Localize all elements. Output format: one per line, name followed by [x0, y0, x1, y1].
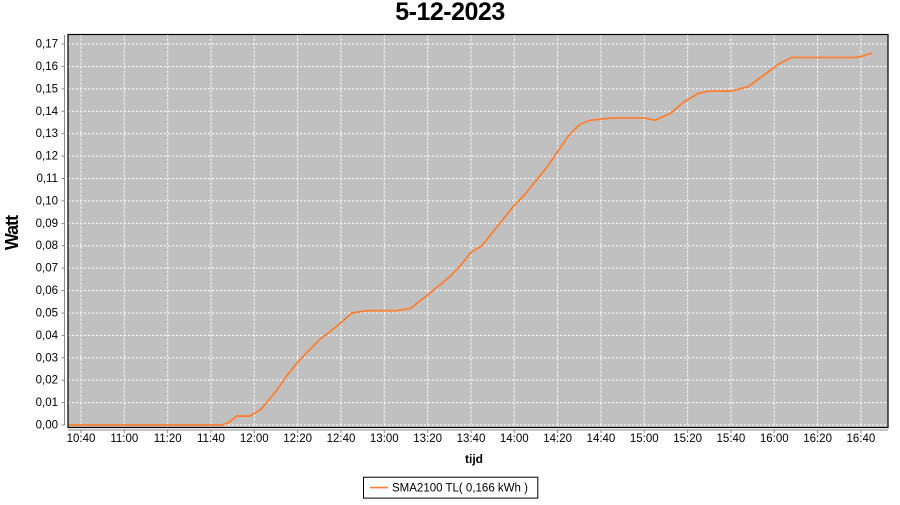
svg-text:0,16: 0,16 [36, 61, 58, 73]
svg-text:0,04: 0,04 [36, 330, 59, 342]
svg-text:0,17: 0,17 [36, 39, 58, 51]
svg-text:0,11: 0,11 [36, 173, 58, 185]
svg-text:16:20: 16:20 [803, 433, 832, 445]
svg-text:10:40: 10:40 [67, 433, 96, 445]
svg-text:0,14: 0,14 [36, 106, 59, 118]
svg-text:Watt: Watt [2, 215, 22, 250]
svg-text:14:20: 14:20 [543, 433, 572, 445]
svg-text:11:20: 11:20 [154, 433, 182, 445]
svg-text:0,01: 0,01 [36, 397, 58, 409]
svg-text:0,10: 0,10 [36, 195, 58, 207]
svg-text:5-12-2023: 5-12-2023 [395, 0, 504, 26]
svg-text:SMA2100 TL( 0,166 kWh ): SMA2100 TL( 0,166 kWh ) [392, 483, 528, 495]
svg-text:12:40: 12:40 [327, 433, 356, 445]
svg-text:14:00: 14:00 [500, 433, 529, 445]
svg-text:16:40: 16:40 [847, 433, 876, 445]
svg-text:15:00: 15:00 [630, 433, 659, 445]
svg-text:13:20: 13:20 [413, 433, 442, 445]
svg-text:0,09: 0,09 [36, 218, 58, 230]
svg-text:0,13: 0,13 [36, 128, 58, 140]
svg-text:11:00: 11:00 [110, 433, 138, 445]
svg-text:12:00: 12:00 [240, 433, 269, 445]
svg-text:0,03: 0,03 [36, 352, 58, 364]
svg-text:13:00: 13:00 [370, 433, 399, 445]
svg-text:tijd: tijd [465, 452, 483, 466]
svg-text:16:00: 16:00 [760, 433, 789, 445]
svg-text:0,08: 0,08 [36, 240, 58, 252]
svg-text:0,02: 0,02 [36, 375, 58, 387]
svg-text:15:20: 15:20 [673, 433, 702, 445]
svg-text:0,00: 0,00 [36, 420, 58, 432]
svg-text:13:40: 13:40 [457, 433, 486, 445]
svg-text:0,06: 0,06 [36, 285, 58, 297]
svg-text:0,12: 0,12 [36, 151, 58, 163]
svg-text:14:40: 14:40 [587, 433, 616, 445]
svg-text:15:40: 15:40 [717, 433, 746, 445]
svg-text:12:20: 12:20 [283, 433, 312, 445]
svg-text:0,15: 0,15 [36, 83, 58, 95]
svg-text:0,05: 0,05 [36, 307, 58, 319]
svg-text:0,07: 0,07 [36, 263, 58, 275]
svg-text:11:40: 11:40 [197, 433, 225, 445]
